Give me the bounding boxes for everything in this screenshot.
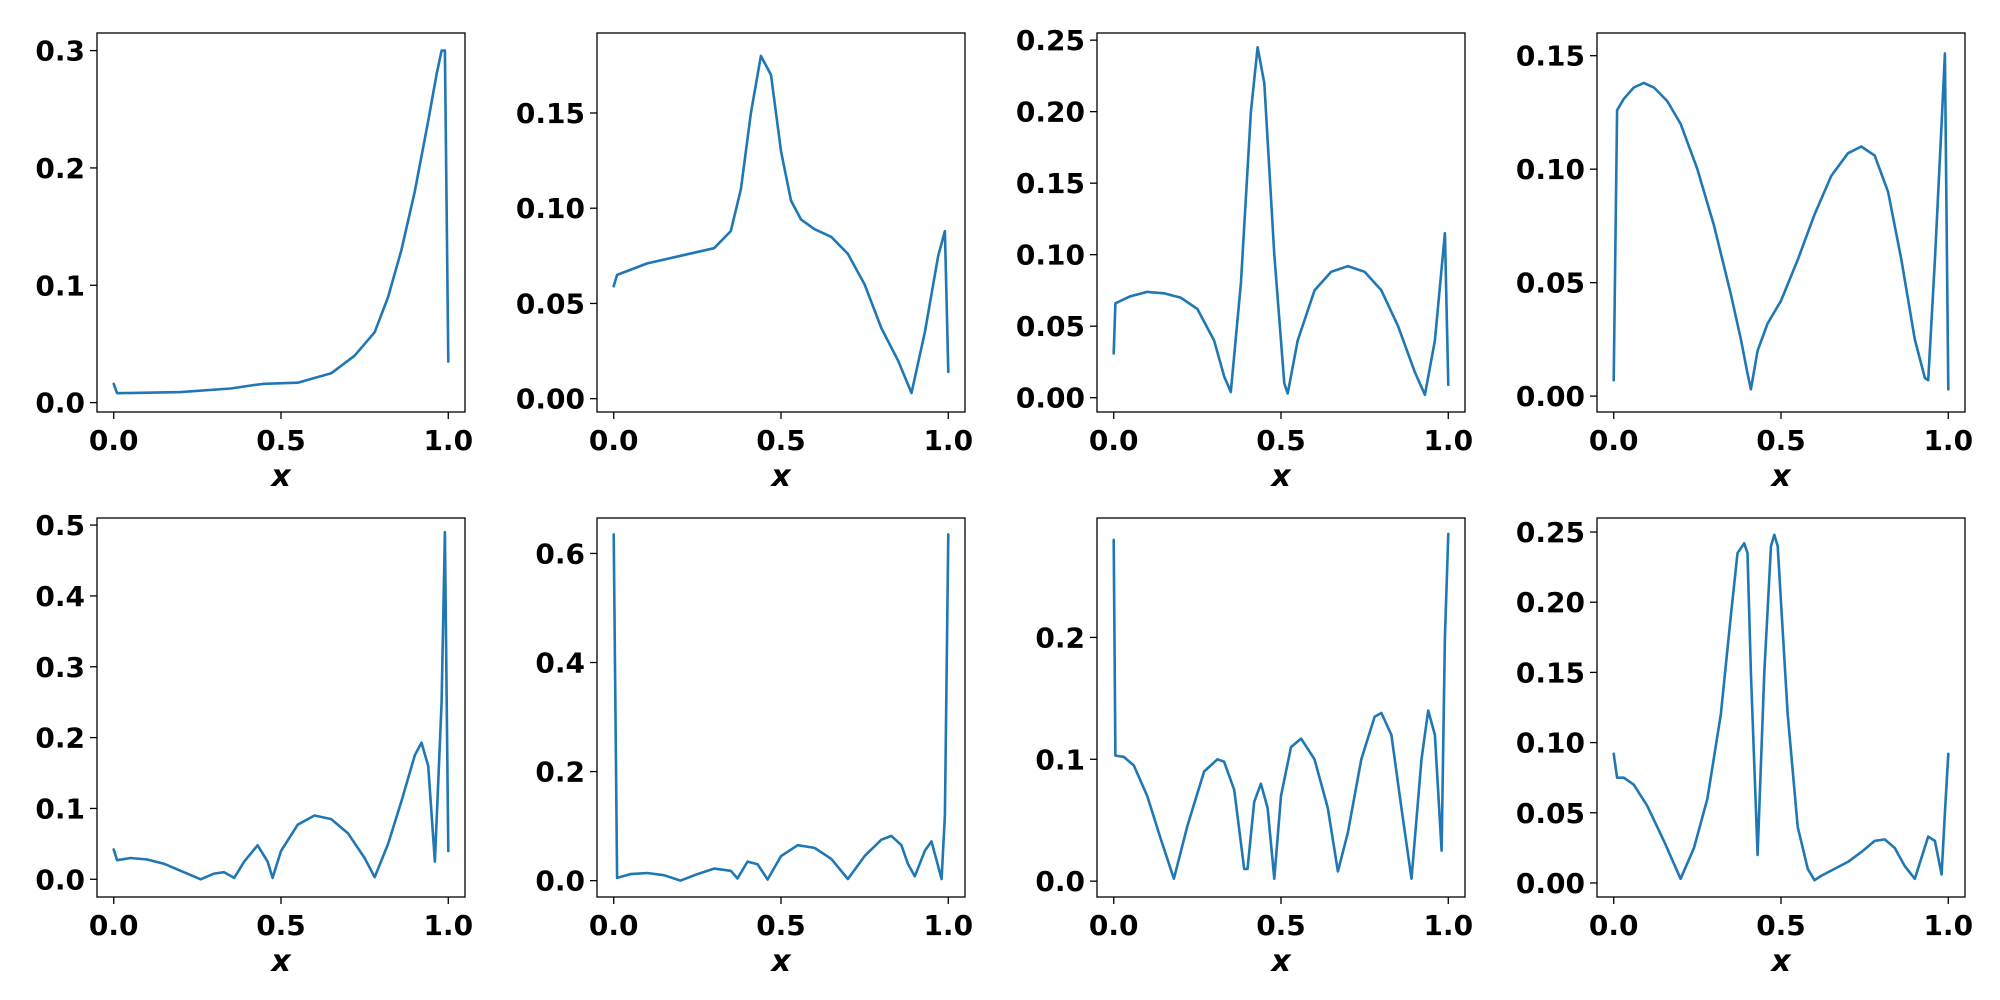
y-tick-label: 0.4	[535, 647, 585, 680]
x-tick-label: 0.5	[1756, 909, 1806, 942]
x-tick-label: 0.5	[1756, 424, 1806, 457]
y-tick-label: 0.3	[35, 35, 85, 68]
x-axis-label: x	[269, 459, 292, 494]
series-line-8-1	[1612, 533, 1950, 882]
x-tick-label: 0.5	[756, 424, 806, 457]
subplot-3: 0.0 0.5 1.0 0.00 0.05 0.10 0.15 0.20 0.25 x	[1016, 24, 1473, 494]
y-tick-label: 0.10	[1516, 727, 1585, 760]
x-axis-label: x	[1269, 944, 1292, 979]
axes-frame	[1096, 517, 1466, 898]
y-tick-label: 0.00	[1516, 380, 1585, 413]
axes-frame	[96, 517, 466, 898]
y-tick-label: 0.25	[1016, 24, 1085, 57]
y-tick-label: 0.0	[535, 865, 585, 898]
y-tick-label: 0.15	[1016, 167, 1085, 200]
subplot-1: 0.0 0.5 1.0 0.0 0.1 0.2 0.3 x	[35, 32, 473, 494]
y-tick-label: 0.05	[1516, 267, 1585, 300]
x-tick-label: 0.0	[1589, 909, 1639, 942]
subplot-2: 0.0 0.5 1.0 0.00 0.05 0.10 0.15 x	[516, 32, 973, 494]
y-tick-label: 0.05	[516, 287, 585, 320]
x-axis-label: x	[769, 459, 792, 494]
x-tick-label: 0.5	[1256, 909, 1306, 942]
x-tick-label: 0.0	[1089, 909, 1139, 942]
y-tick-label: 0.0	[35, 387, 85, 420]
axes-frame	[96, 32, 466, 413]
series-line-5-1	[112, 530, 450, 881]
y-tick-label: 0.2	[1035, 621, 1085, 654]
y-tick-label: 0.15	[1516, 656, 1585, 689]
x-tick-label: 1.0	[1423, 909, 1473, 942]
y-tick-label: 0.10	[516, 192, 585, 225]
x-tick-label: 0.5	[256, 909, 306, 942]
y-tick-label: 0.4	[35, 580, 85, 613]
y-tick-label: 0.1	[35, 269, 85, 302]
series-line-2-1	[612, 54, 950, 395]
series-line-4-1	[1612, 52, 1950, 391]
axes-frame	[1596, 32, 1966, 413]
y-tick-label: 0.20	[1516, 586, 1585, 619]
y-tick-label: 0.0	[35, 863, 85, 896]
x-tick-label: 1.0	[423, 909, 473, 942]
x-tick-label: 1.0	[923, 909, 973, 942]
y-tick-label: 0.10	[1016, 239, 1085, 272]
x-tick-label: 0.5	[256, 424, 306, 457]
series-line-1-1	[112, 49, 450, 395]
y-tick-label: 0.00	[1516, 867, 1585, 900]
series-line-6-1	[612, 533, 950, 882]
series-line-3-1	[1112, 45, 1450, 397]
y-tick-label: 0.20	[1016, 96, 1085, 129]
y-tick-label: 0.0	[1035, 865, 1085, 898]
y-tick-label: 0.15	[516, 97, 585, 130]
x-axis-label: x	[1769, 944, 1792, 979]
y-tick-label: 0.05	[1516, 797, 1585, 830]
subplot-4: 0.0 0.5 1.0 0.00 0.05 0.10 0.15 x	[1516, 32, 1973, 494]
y-tick-label: 0.2	[535, 756, 585, 789]
x-tick-label: 1.0	[923, 424, 973, 457]
axes-frame	[596, 517, 966, 898]
y-tick-label: 0.05	[1016, 310, 1085, 343]
x-tick-label: 0.0	[1589, 424, 1639, 457]
subplot-6: 0.0 0.5 1.0 0.0 0.2 0.4 0.6 x	[535, 517, 973, 979]
y-tick-label: 0.1	[1035, 743, 1085, 776]
y-tick-label: 0.10	[1516, 153, 1585, 186]
x-tick-label: 0.5	[1256, 424, 1306, 457]
x-tick-label: 0.0	[89, 909, 139, 942]
x-tick-label: 0.0	[89, 424, 139, 457]
y-tick-label: 0.5	[35, 509, 85, 542]
x-axis-label: x	[269, 944, 292, 979]
x-tick-label: 1.0	[423, 424, 473, 457]
x-tick-label: 0.0	[589, 909, 639, 942]
x-axis-label: x	[1269, 459, 1292, 494]
x-tick-label: 0.0	[1089, 424, 1139, 457]
axes-frame	[1596, 517, 1966, 898]
x-tick-label: 0.5	[756, 909, 806, 942]
y-tick-label: 0.15	[1516, 40, 1585, 73]
x-axis-label: x	[1769, 459, 1792, 494]
x-axis-label: x	[769, 944, 792, 979]
y-tick-label: 0.2	[35, 152, 85, 185]
x-tick-label: 1.0	[1923, 424, 1973, 457]
subplot-5: 0.0 0.5 1.00.00.10.20.30.40.5x	[35, 509, 473, 979]
x-tick-label: 1.0	[1923, 909, 1973, 942]
subplot-8: 0.0 0.5 1.0 0.00 0.05 0.10 0.15 0.20 0.25 x	[1516, 516, 1973, 979]
y-tick-label: 0.6	[535, 537, 585, 570]
y-tick-label: 0.1	[35, 792, 85, 825]
y-tick-label: 0.2	[35, 722, 85, 755]
y-tick-label: 0.00	[1016, 382, 1085, 415]
y-tick-label: 0.25	[1516, 516, 1585, 549]
y-tick-label: 0.3	[35, 651, 85, 684]
y-tick-label: 0.00	[516, 383, 585, 416]
series-line-7-1	[1112, 532, 1450, 881]
axes-frame	[596, 32, 966, 413]
subplot-7: 0.0 0.5 1.0 0.0 0.1 0.2 x	[1035, 517, 1473, 979]
x-tick-label: 1.0	[1423, 424, 1473, 457]
x-tick-label: 0.0	[589, 424, 639, 457]
